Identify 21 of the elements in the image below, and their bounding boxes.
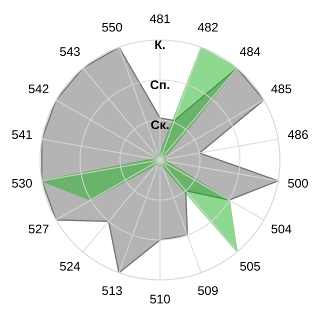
spoke-label: 484: [240, 47, 260, 56]
spoke-label: 482: [198, 22, 218, 32]
spoke-label: 513: [102, 286, 122, 296]
spoke-label: 510: [150, 294, 170, 304]
y-tick-label: К.: [155, 40, 165, 50]
y-tick-label: Ск.: [151, 120, 169, 130]
spoke-label: 485: [271, 84, 292, 94]
spoke-label: 550: [102, 22, 122, 32]
spoke-label: 505: [240, 262, 260, 271]
spoke-label: 500: [288, 178, 308, 188]
spoke-label: 530: [12, 178, 32, 188]
spoke-label: 486: [288, 130, 308, 140]
spoke-label: 481: [150, 14, 170, 24]
y-tick-label: Сп.: [150, 80, 170, 90]
spoke-label: 541: [12, 130, 32, 140]
spoke-label: 524: [60, 262, 80, 271]
spoke-label: 527: [28, 224, 48, 234]
spoke-label: 543: [60, 47, 80, 56]
spoke-label: 542: [28, 84, 48, 94]
spoke-label: 504: [271, 224, 292, 234]
spoke-label: 509: [198, 286, 218, 296]
